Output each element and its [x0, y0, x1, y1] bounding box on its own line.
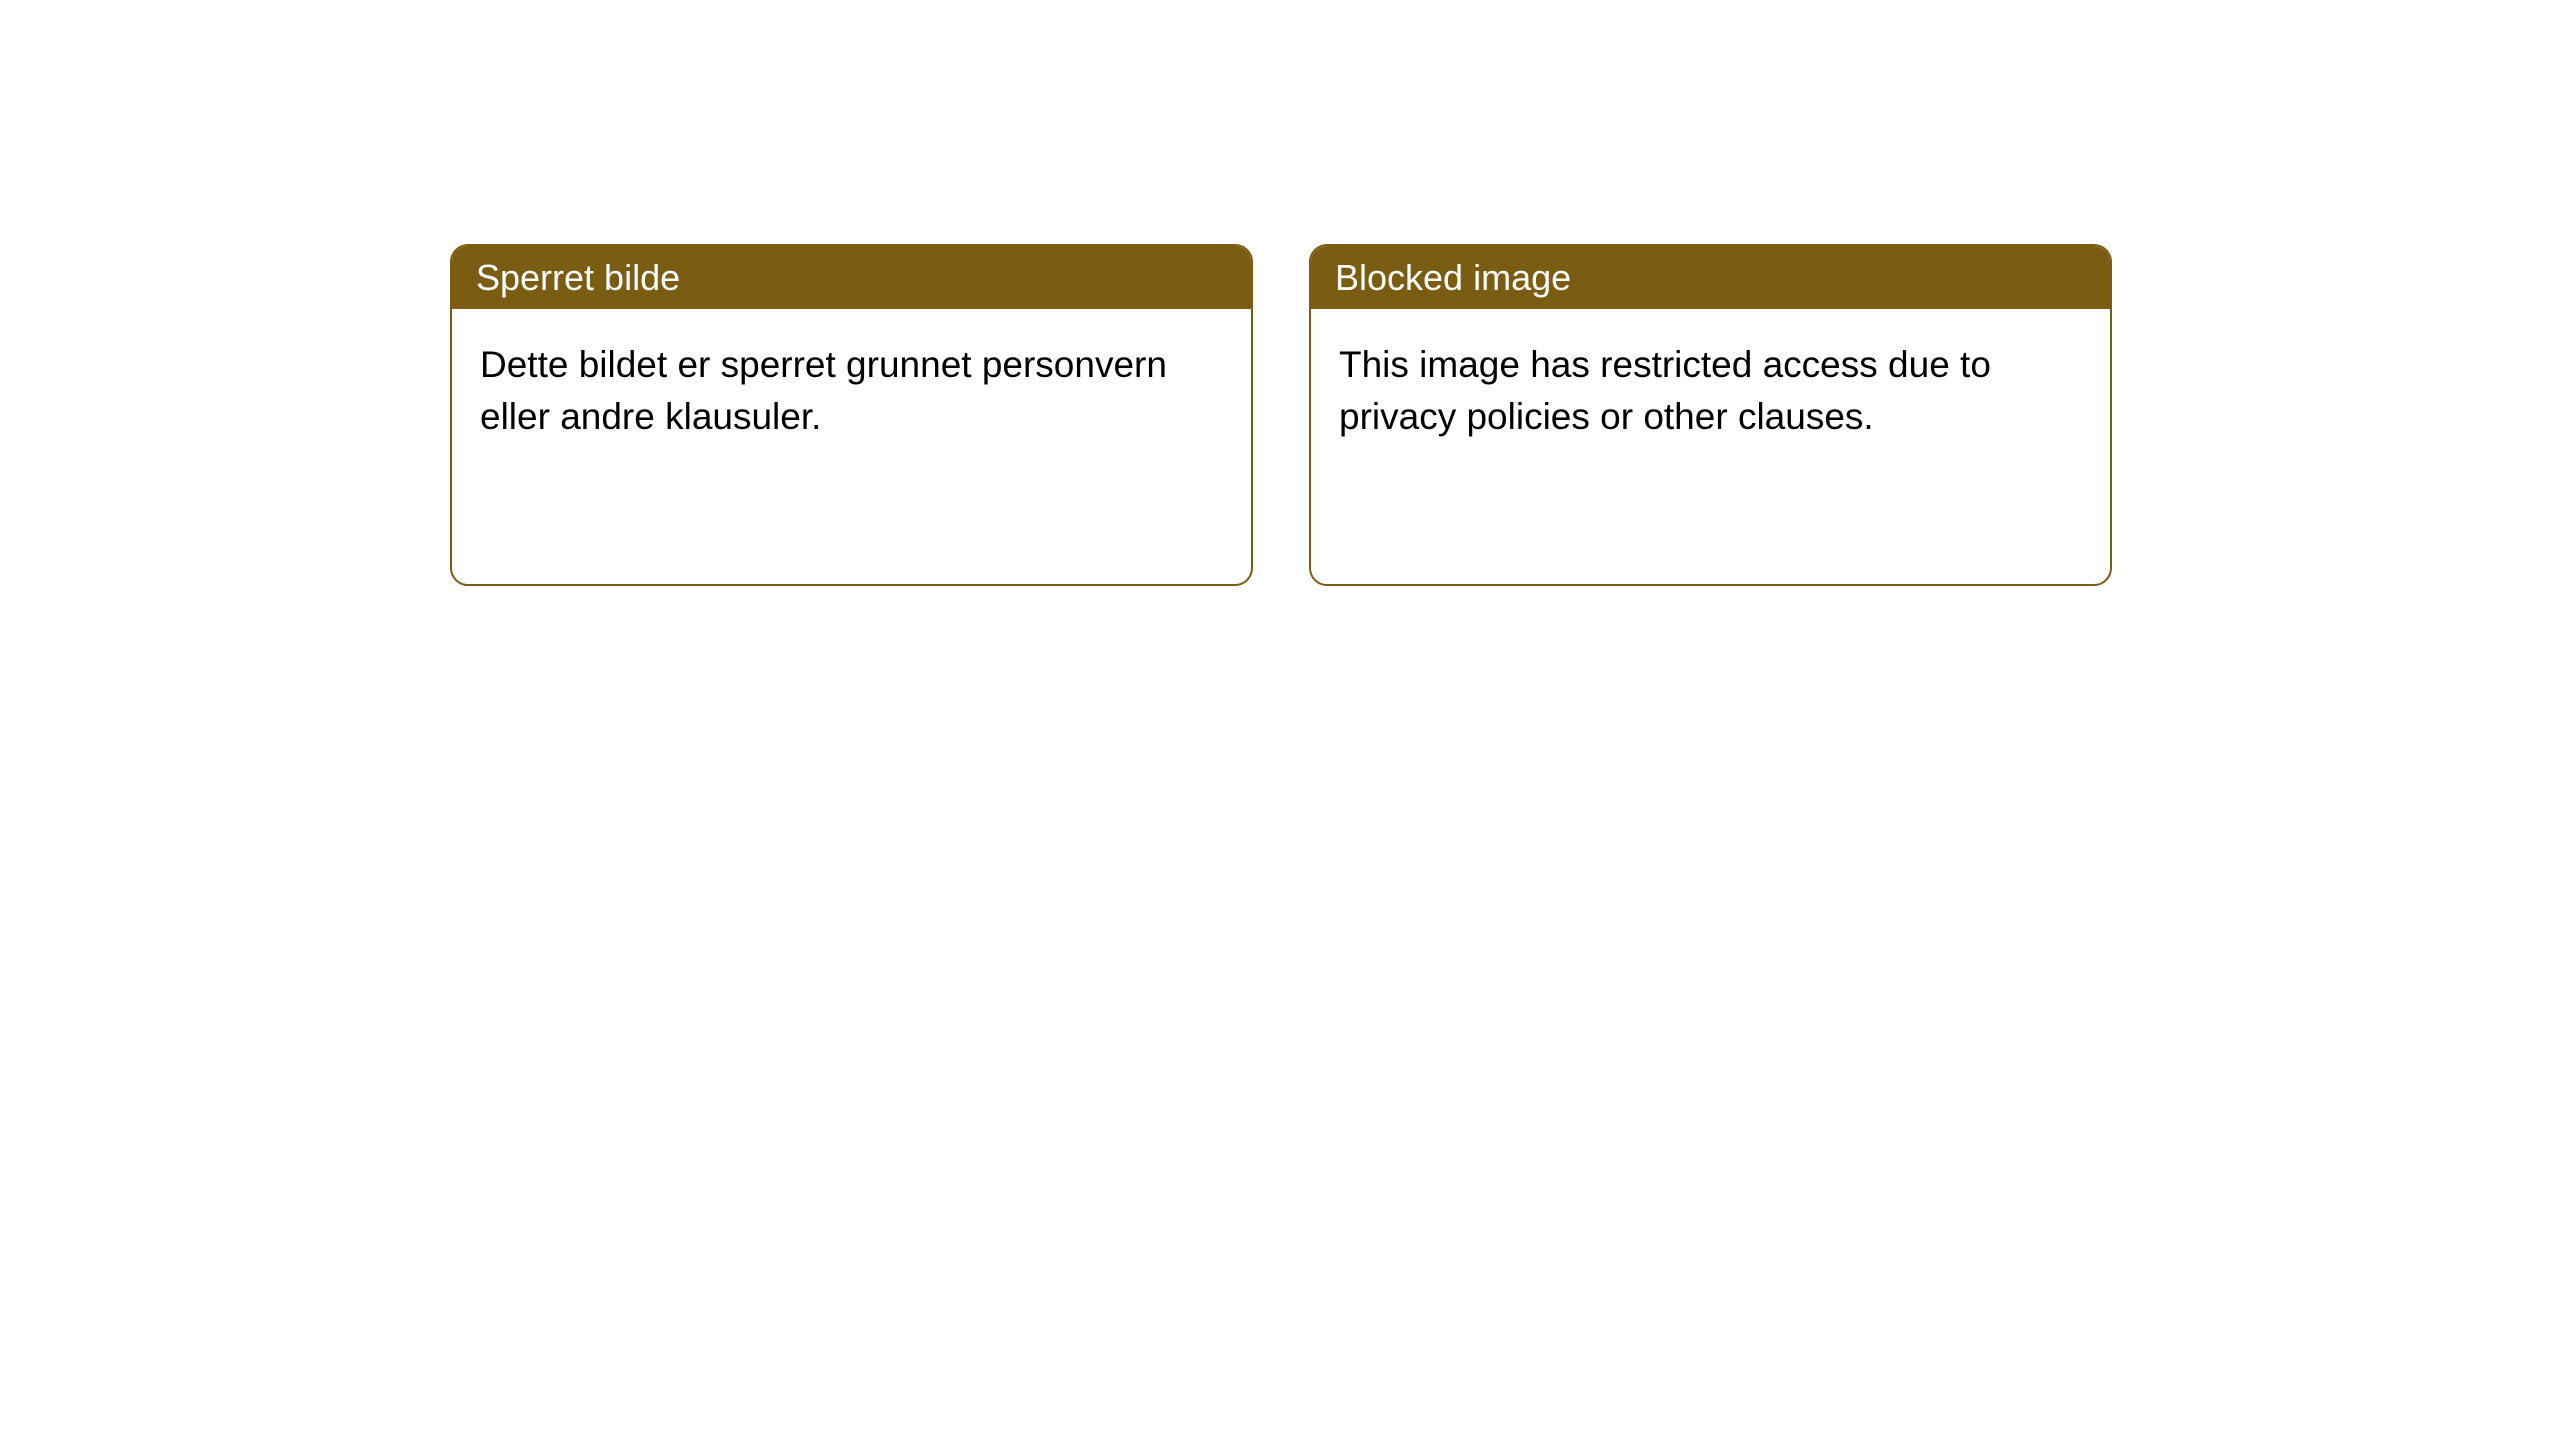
card-title: Blocked image: [1335, 257, 1571, 298]
card-title: Sperret bilde: [476, 257, 680, 298]
card-header: Sperret bilde: [452, 246, 1251, 309]
card-body-text: This image has restricted access due to …: [1339, 344, 1991, 437]
card-body-text: Dette bildet er sperret grunnet personve…: [480, 344, 1167, 437]
card-header: Blocked image: [1311, 246, 2110, 309]
notice-card-norwegian: Sperret bilde Dette bildet er sperret gr…: [450, 244, 1253, 586]
card-body: This image has restricted access due to …: [1311, 309, 2110, 473]
notice-container: Sperret bilde Dette bildet er sperret gr…: [450, 244, 2112, 586]
card-body: Dette bildet er sperret grunnet personve…: [452, 309, 1251, 473]
notice-card-english: Blocked image This image has restricted …: [1309, 244, 2112, 586]
